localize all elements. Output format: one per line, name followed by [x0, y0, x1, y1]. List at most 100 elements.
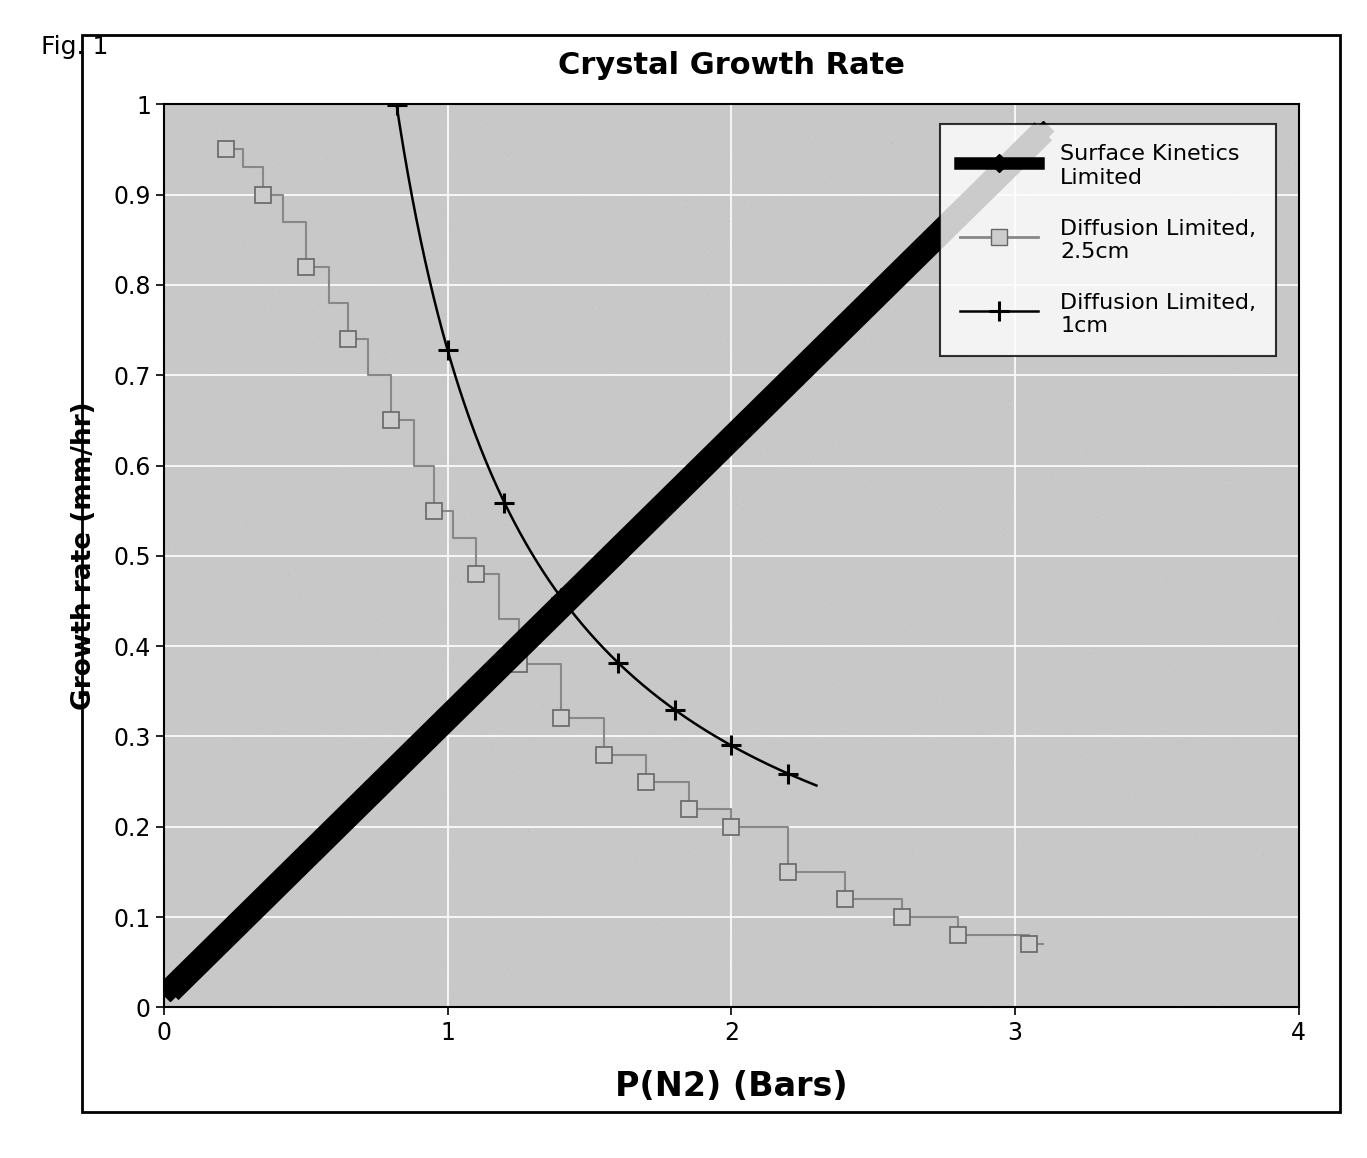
Point — [856, 593, 878, 611]
Point — [1032, 891, 1054, 909]
Point — [603, 917, 625, 936]
Point — [176, 954, 198, 973]
Point — [708, 747, 730, 765]
Point — [1264, 365, 1286, 383]
Point — [1099, 552, 1121, 571]
Point — [448, 573, 470, 592]
Point — [260, 884, 282, 902]
Point — [757, 815, 779, 834]
Point — [910, 116, 932, 134]
Point — [391, 376, 413, 395]
Point — [448, 962, 470, 981]
Point — [432, 104, 454, 123]
Point — [194, 346, 216, 365]
Point — [156, 423, 178, 441]
Point — [1195, 698, 1217, 717]
Point — [820, 251, 842, 270]
Point — [316, 149, 338, 168]
Point — [1248, 660, 1270, 679]
Point — [410, 731, 432, 749]
Point — [741, 982, 763, 1001]
Point — [409, 298, 431, 316]
Point — [731, 129, 753, 147]
Point — [835, 526, 857, 544]
Point — [154, 872, 176, 891]
Point — [593, 447, 615, 466]
Point — [420, 988, 442, 1006]
Point — [1166, 772, 1188, 791]
Point — [1146, 296, 1167, 315]
Point — [879, 313, 901, 331]
Point — [541, 903, 563, 922]
Point — [351, 881, 373, 900]
Point — [566, 479, 588, 498]
Point — [161, 484, 183, 503]
Point — [268, 772, 290, 791]
Point — [1095, 255, 1117, 273]
Point — [678, 501, 700, 520]
Point — [1193, 613, 1215, 631]
Point — [983, 489, 1005, 507]
Point — [1010, 618, 1032, 637]
Point — [872, 523, 894, 542]
Point — [612, 409, 634, 427]
Point — [1021, 783, 1043, 801]
Point — [406, 159, 428, 177]
Point — [1024, 941, 1046, 960]
Point — [1210, 910, 1232, 929]
Point — [372, 713, 394, 732]
Point — [794, 507, 816, 526]
Point — [354, 797, 376, 815]
Point — [874, 843, 895, 862]
Point — [1023, 763, 1044, 782]
Point — [1098, 163, 1120, 182]
Point — [1110, 215, 1132, 234]
Point — [1199, 682, 1221, 701]
Point — [1262, 723, 1284, 741]
Point — [275, 981, 297, 999]
Point — [1241, 769, 1263, 787]
Point — [642, 579, 664, 598]
Point — [461, 218, 483, 236]
Point — [454, 521, 476, 540]
Point — [1228, 445, 1249, 463]
Point — [429, 450, 451, 469]
Point — [1066, 366, 1088, 384]
Point — [709, 376, 731, 395]
Point — [679, 549, 701, 567]
Point — [647, 758, 668, 777]
Point — [444, 410, 466, 428]
Point — [983, 249, 1005, 267]
Point — [235, 726, 257, 745]
Point — [1006, 571, 1028, 589]
Point — [275, 394, 297, 412]
Point — [357, 227, 379, 245]
Point — [569, 251, 591, 270]
Point — [860, 977, 882, 996]
Point — [905, 617, 927, 636]
Point — [271, 674, 293, 692]
Point — [938, 347, 960, 366]
Point — [1208, 998, 1230, 1017]
Point — [280, 657, 302, 675]
Point — [1225, 948, 1247, 967]
Point — [485, 138, 507, 156]
Point — [157, 609, 179, 628]
Point — [908, 915, 930, 933]
Point — [1187, 416, 1208, 434]
Point — [834, 380, 856, 398]
Point — [588, 538, 610, 557]
Point — [1121, 829, 1143, 848]
Point — [1259, 714, 1281, 733]
Point — [273, 988, 295, 1006]
Point — [390, 547, 411, 565]
Point — [890, 96, 912, 115]
Point — [1014, 543, 1036, 562]
Point — [328, 849, 350, 867]
Point — [234, 642, 256, 660]
Point — [562, 496, 584, 514]
Point — [1259, 728, 1281, 747]
Point — [427, 103, 448, 122]
Point — [1211, 570, 1233, 588]
Point — [1155, 969, 1177, 988]
